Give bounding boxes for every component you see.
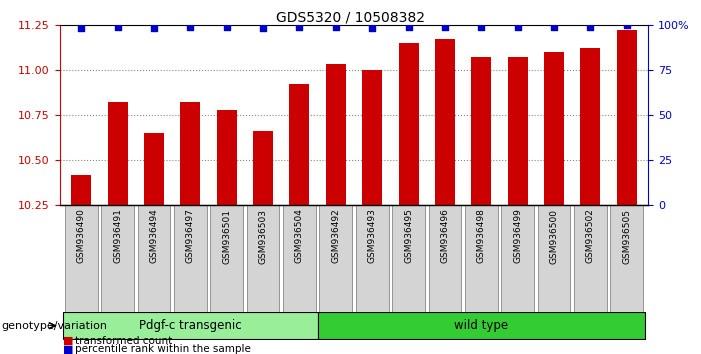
Text: GSM936500: GSM936500 (550, 209, 559, 263)
Text: GSM936502: GSM936502 (586, 209, 594, 263)
Text: genotype/variation: genotype/variation (1, 321, 107, 331)
Text: GSM936505: GSM936505 (622, 209, 631, 263)
FancyBboxPatch shape (392, 205, 425, 312)
Text: GSM936496: GSM936496 (440, 209, 449, 263)
Text: GSM936504: GSM936504 (295, 209, 304, 263)
Point (512, 24, 523, 29)
Point (185, 24, 196, 29)
Text: GDS5320 / 10508382: GDS5320 / 10508382 (276, 11, 425, 25)
Bar (290, 84, 309, 205)
FancyBboxPatch shape (247, 205, 280, 312)
Text: GSM936501: GSM936501 (222, 209, 231, 263)
Text: GSM936495: GSM936495 (404, 209, 413, 263)
Text: GSM936498: GSM936498 (477, 209, 486, 263)
FancyBboxPatch shape (318, 312, 645, 339)
Text: ■: ■ (63, 344, 74, 354)
Bar (471, 57, 491, 205)
Bar (544, 52, 564, 205)
Bar (253, 131, 273, 205)
Text: transformed count: transformed count (75, 336, 172, 346)
Point (112, 24, 123, 29)
Bar (617, 30, 637, 205)
FancyBboxPatch shape (465, 205, 498, 312)
Text: GSM936491: GSM936491 (114, 209, 122, 263)
FancyBboxPatch shape (356, 205, 388, 312)
Bar (180, 102, 200, 205)
Point (257, 25, 268, 31)
Point (76, 25, 87, 31)
Point (330, 24, 341, 29)
Text: GSM936494: GSM936494 (149, 209, 158, 263)
Text: Pdgf-c transgenic: Pdgf-c transgenic (139, 319, 242, 332)
Bar (326, 64, 346, 205)
FancyBboxPatch shape (538, 205, 571, 312)
Bar (508, 57, 528, 205)
Point (548, 24, 559, 29)
Bar (108, 102, 128, 205)
FancyBboxPatch shape (574, 205, 606, 312)
Point (403, 24, 414, 29)
Text: GSM936492: GSM936492 (332, 209, 340, 263)
Text: GSM936490: GSM936490 (77, 209, 86, 263)
FancyBboxPatch shape (428, 205, 461, 312)
FancyBboxPatch shape (320, 205, 352, 312)
FancyBboxPatch shape (102, 205, 134, 312)
FancyBboxPatch shape (174, 205, 207, 312)
Bar (144, 133, 164, 205)
Bar (580, 48, 600, 205)
Bar (72, 175, 91, 205)
Text: ■: ■ (63, 336, 74, 346)
FancyBboxPatch shape (501, 205, 534, 312)
Point (440, 24, 451, 29)
FancyBboxPatch shape (210, 205, 243, 312)
Text: GSM936497: GSM936497 (186, 209, 195, 263)
Point (621, 22, 632, 28)
Bar (217, 110, 237, 205)
Text: wild type: wild type (454, 319, 508, 332)
Point (149, 25, 160, 31)
Point (585, 24, 596, 29)
FancyBboxPatch shape (63, 312, 318, 339)
Text: GSM936499: GSM936499 (513, 209, 522, 263)
Point (367, 25, 378, 31)
Bar (435, 39, 455, 205)
Text: GSM936493: GSM936493 (368, 209, 376, 263)
FancyBboxPatch shape (611, 205, 643, 312)
Bar (362, 70, 382, 205)
FancyBboxPatch shape (283, 205, 316, 312)
Point (222, 24, 233, 29)
FancyBboxPatch shape (65, 205, 97, 312)
Text: percentile rank within the sample: percentile rank within the sample (75, 344, 251, 354)
FancyBboxPatch shape (137, 205, 170, 312)
Point (294, 24, 305, 29)
Text: GSM936503: GSM936503 (259, 209, 268, 263)
Point (475, 24, 486, 29)
Bar (399, 43, 418, 205)
